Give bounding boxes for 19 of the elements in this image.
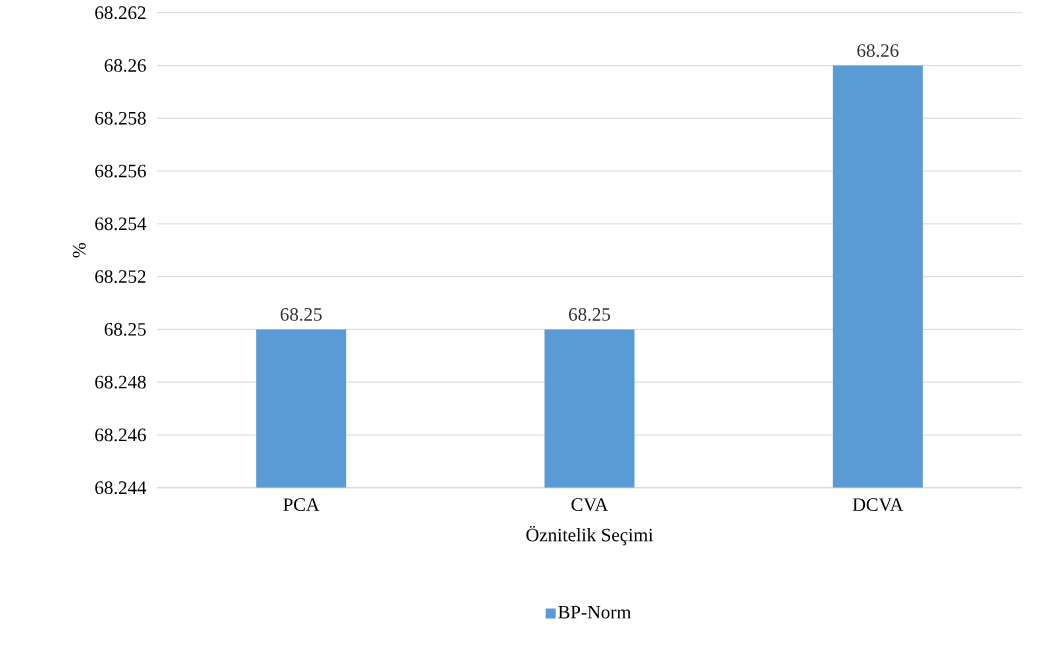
y-tick-label: 68.26 bbox=[104, 59, 146, 73]
legend-label: BP-Norm bbox=[558, 606, 632, 619]
x-tick-label: PCA bbox=[283, 498, 320, 512]
y-tick-label: 68.258 bbox=[95, 112, 146, 125]
x-tick-label: CVA bbox=[571, 498, 609, 512]
y-tick-label: 68.254 bbox=[95, 217, 147, 231]
y-tick-label: 68.256 bbox=[95, 164, 146, 178]
data-label: 68.26 bbox=[857, 44, 899, 58]
y-tick-label: 68.248 bbox=[95, 375, 146, 389]
y-axis-title: % bbox=[72, 243, 86, 258]
data-label: 68.25 bbox=[569, 308, 611, 322]
y-tick-label: 68.25 bbox=[104, 323, 146, 336]
y-tick-label: 68.252 bbox=[95, 270, 146, 284]
y-tick-label: 68.246 bbox=[95, 428, 146, 442]
y-tick-label: 68.262 bbox=[95, 6, 146, 20]
x-axis-title: Öznitelik Seçimi bbox=[526, 526, 654, 546]
data-label: 68.25 bbox=[280, 308, 322, 322]
x-tick-label: DCVA bbox=[852, 498, 904, 512]
y-tick-label: 68.244 bbox=[95, 481, 147, 495]
